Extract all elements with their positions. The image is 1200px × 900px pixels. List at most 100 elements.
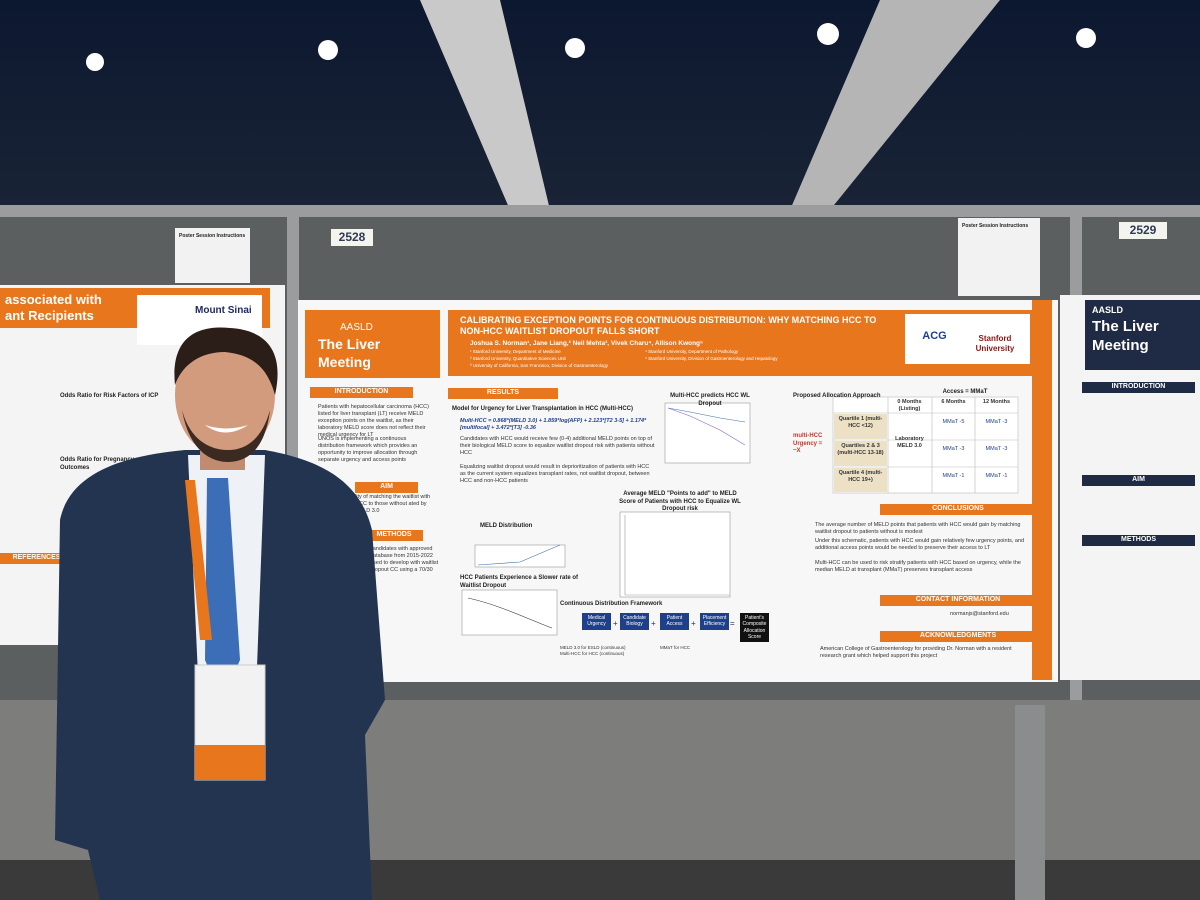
section-heading: INTRODUCTION (1082, 382, 1195, 393)
table-cell: MMaT -5 (942, 419, 965, 425)
framework-box: Patient's Composite Allocation Score (740, 613, 769, 642)
instruction-sheet (175, 228, 250, 283)
table-cell: Quartile 4 (multi-HCC 19+) (838, 470, 883, 483)
section-heading: RESULTS (448, 388, 558, 399)
partner-logos (905, 314, 1030, 364)
subheading: Proposed Allocation Approach (793, 393, 881, 399)
table-cell: MMaT -3 (985, 446, 1008, 452)
table-cell: MMaT -1 (942, 473, 965, 479)
section-heading: CONCLUSIONS (880, 504, 1036, 515)
lanyard (185, 480, 212, 640)
table-cell: Quartile 1 (multi-HCC <12) (838, 416, 883, 429)
table-cell: Laboratory MELD 3.0 (895, 436, 924, 449)
poster-title: ant Recipients (5, 308, 94, 323)
note: MMaT for HCC (660, 645, 691, 650)
poster-title: associated with (5, 292, 102, 307)
section-heading: AIM (355, 482, 418, 493)
logo: ACG (922, 330, 947, 342)
booth-number: 2529 (1119, 222, 1167, 239)
affiliation: ² Stanford University, Quantitative Scie… (470, 356, 566, 361)
label: multi-HCC Urgency = ~X (793, 433, 823, 454)
framework-box: Medical Urgency (582, 613, 611, 630)
subheading: Model for Urgency for Liver Transplantat… (452, 406, 634, 412)
chart-title: MELD Distribution (480, 523, 533, 529)
results-charts (461, 402, 751, 636)
booth-number: 2528 (331, 229, 373, 246)
logo: The Liver Meeting (1092, 318, 1159, 354)
section-heading: METHODS (1082, 535, 1195, 546)
board-leg (1015, 705, 1045, 900)
logo: The Liver Meeting (318, 336, 381, 370)
table-cell: MMaT -3 (985, 419, 1008, 425)
bullet: Candidates with HCC would receive few (0… (460, 436, 655, 456)
tie (205, 478, 240, 700)
smile (205, 425, 248, 433)
affiliation: ⁴ Stanford University, Department of Pat… (645, 349, 739, 354)
section-heading: REFERENCES (0, 553, 73, 564)
instruction-sheet (958, 218, 1040, 296)
quartile-cells (834, 414, 887, 492)
beam (420, 0, 550, 210)
note: MELD 3.0 for ESLD (continuous) Multi-HCC… (560, 645, 626, 656)
body-text: American College of Gastroenterology for… (820, 646, 1012, 659)
chart-title: HCC Patients Experience a Slower rate of… (460, 575, 579, 589)
chart-title: Odds Ratio for Risk Factors of ICP (60, 393, 159, 399)
bullet: Patients with hepatocellular carcinoma (… (318, 404, 429, 438)
instruction-title: Poster Session Instructions (179, 233, 246, 239)
formula: Multi-HCC = 0.868*(MELD 3.0) + 1.859*log… (460, 418, 647, 431)
ceiling (0, 0, 1200, 220)
email: normanjs@stanford.edu (950, 611, 1009, 617)
table-header: 0 Months (Listing) (897, 399, 922, 412)
section-heading: METHODS (365, 530, 423, 541)
table-header: 6 Months (941, 399, 966, 405)
table-cell: MMaT -1 (985, 473, 1008, 479)
svg-text:=: = (730, 619, 735, 628)
beam (790, 0, 1000, 210)
svg-text:+: + (651, 619, 656, 628)
bullet: UNOS is implementing a continuous distri… (318, 436, 418, 463)
affiliation: ¹ Stanford University, Department of Med… (470, 349, 561, 354)
affiliation: ⁵ Stanford University, Division of Gastr… (645, 356, 778, 361)
section-heading: AIM (1082, 475, 1195, 486)
body-text: lity of matching the waitlist with HCC t… (355, 494, 431, 514)
hair (174, 327, 278, 395)
beard (182, 410, 270, 462)
table-cell: Quartiles 2 & 3 (multi-HCC 13-18) (837, 443, 884, 456)
svg-text:+: + (613, 619, 618, 628)
table-header: Access = MMaT (942, 389, 988, 395)
chart-title: Continuous Distribution Framework (560, 601, 663, 607)
logo: Stanford University (975, 334, 1015, 353)
poster-title: CALIBRATING EXCEPTION POINTS FOR CONTINU… (460, 315, 877, 336)
logo: AASLD (340, 322, 373, 333)
plus-signs: + + + = (613, 619, 735, 628)
framework-box: Candidate Biology (620, 613, 649, 630)
chart-title: Odds Ratio for Pregnancy and Transplant … (60, 457, 179, 471)
bullet: Under this schematic, patients with HCC … (815, 538, 1025, 551)
bullet: Multi-HCC can be used to risk stratify p… (815, 560, 1021, 573)
logo: Mount Sinai (195, 305, 252, 316)
chart-title: Multi-HCC predicts HCC WL Dropout (670, 393, 750, 407)
bullet: Equalizing waitlist dropout would result… (460, 464, 650, 484)
table-header: 12 Months (982, 399, 1011, 405)
face (175, 333, 275, 457)
badge-ribbon (195, 745, 265, 780)
affiliation: ³ University of California, San Francisc… (470, 363, 609, 368)
bullet: The average number of MELD points that p… (815, 522, 1021, 535)
instruction-title: Poster Session Instructions (962, 223, 1029, 229)
table-cell: MMaT -3 (942, 446, 965, 452)
section-heading: INTRODUCTION (310, 387, 413, 398)
framework-box: Patient Access (660, 613, 689, 630)
section-heading: CONTACT INFORMATION (880, 595, 1036, 606)
section-heading: ACKNOWLEDGMENTS (880, 631, 1036, 642)
authors: Joshua S. Norman¹, Jane Liang,² Neil Meh… (470, 340, 704, 347)
main-poster-logo (305, 310, 440, 378)
framework-box: Placement Efficiency (700, 613, 729, 630)
body-text: candidates with approved database from 2… (370, 546, 439, 573)
right-poster-logo (1085, 300, 1200, 370)
chart-title: Average MELD "Points to add" to MELD Sco… (619, 491, 741, 512)
board-frame (0, 205, 1200, 217)
side-stripe (1032, 300, 1052, 680)
